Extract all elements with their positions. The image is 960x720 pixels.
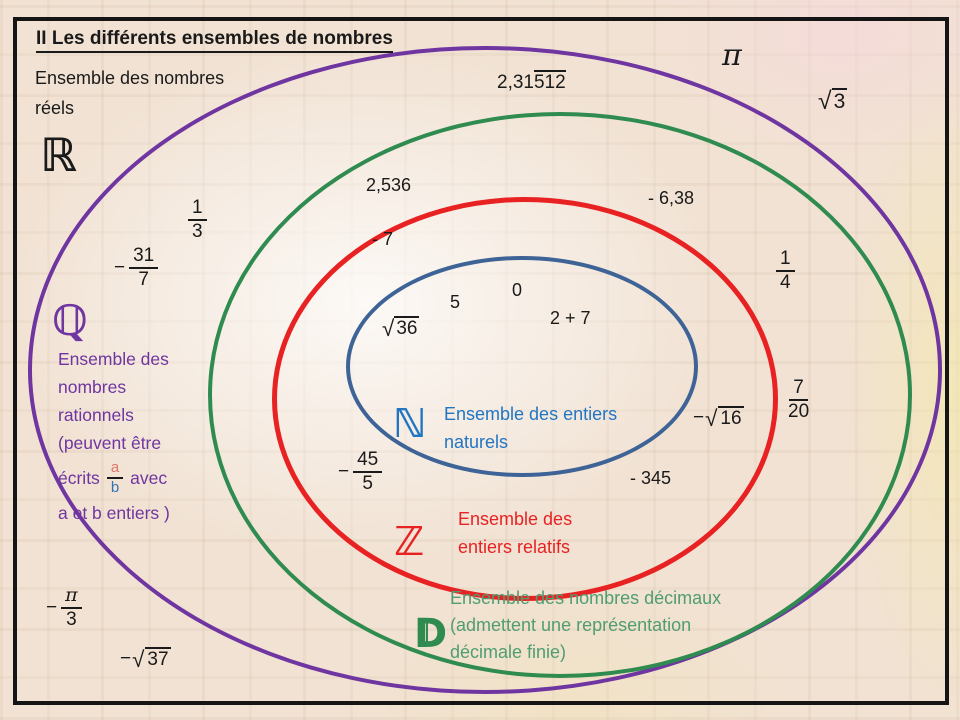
- radical-icon: √: [818, 88, 832, 116]
- f455-num: 45: [353, 450, 383, 473]
- label-decimaux: Ensemble des nombres décimaux (admettent…: [450, 585, 721, 666]
- msqrt16-sign: −: [693, 407, 705, 428]
- symbol-rationnels: ℚ: [52, 296, 88, 345]
- repeating-repetend: 512: [533, 70, 566, 93]
- number-minus-sqrt-16: − √ 16: [693, 406, 744, 430]
- f13-den: 3: [192, 220, 203, 242]
- ellipse-relatifs: [272, 197, 778, 601]
- fraction-45-5: 45 5: [353, 450, 383, 494]
- label-avec: avec: [130, 468, 168, 488]
- number-minus-31-over-7: − 31 7: [114, 246, 159, 290]
- number-0: 0: [512, 280, 523, 300]
- label-ecrits: écrits: [58, 468, 100, 488]
- f455-den: 5: [362, 472, 373, 494]
- fraction-a: a: [106, 460, 124, 479]
- f14-den: 4: [780, 271, 791, 293]
- fraction-7-20: 7 20: [788, 378, 809, 422]
- number-sqrt-36: √ 36: [382, 316, 420, 342]
- number-minus-sqrt-37: − √ 37: [120, 647, 171, 671]
- number-minus-7: - 7: [372, 229, 394, 249]
- number-pi: π: [722, 38, 742, 73]
- number-2536: 2,536: [366, 175, 412, 195]
- label-reels-line2: réels: [35, 98, 75, 118]
- symbol-relatifs: ℤ: [394, 519, 425, 565]
- number-repeating-decimal: 2,31512: [497, 70, 566, 94]
- label-decimaux-line3: décimale finie): [450, 642, 567, 662]
- label-naturels: Ensemble des entiers naturels: [444, 400, 617, 456]
- number-minus-345: - 345: [630, 468, 672, 488]
- number-2-plus-7: 2 + 7: [550, 308, 591, 328]
- page-title: II Les différents ensembles de nombres: [36, 28, 393, 53]
- msqrt37-sign: −: [120, 648, 132, 669]
- f720-num: 7: [789, 378, 808, 401]
- label-rationnels-line4: (peuvent être: [58, 433, 162, 453]
- label-rationnels-line2: nombres: [58, 377, 127, 397]
- number-minus-45-over-5: − 45 5: [338, 450, 383, 494]
- label-rationnels-line3: rationnels: [58, 405, 134, 425]
- mpi3-num: π: [61, 585, 82, 609]
- mpi3-sign: −: [46, 596, 58, 618]
- slide-border: [13, 17, 949, 705]
- symbol-reels: ℝ: [40, 128, 77, 182]
- f14-num: 1: [776, 249, 795, 272]
- page-title-text: II Les différents ensembles de nombres: [36, 28, 393, 53]
- sqrt36-radicand: 36: [394, 316, 420, 339]
- label-decimaux-line2: (admettent une représentation: [450, 615, 692, 635]
- ellipse-reels: [28, 46, 942, 694]
- f317-num: 31: [129, 246, 159, 269]
- ellipse-naturels: [346, 256, 698, 477]
- label-naturels-line2: naturels: [444, 432, 509, 452]
- symbol-decimaux-double-struck: D: [414, 611, 448, 657]
- number-5: 5: [450, 292, 461, 312]
- radical-icon: √: [705, 406, 718, 432]
- f455-sign: −: [338, 460, 350, 482]
- label-reels: Ensemble des nombres réels: [35, 63, 224, 123]
- radical-icon: √: [132, 647, 145, 673]
- msqrt37-radicand: 37: [145, 647, 171, 670]
- f720-den: 20: [788, 400, 810, 422]
- label-rationnels: Ensemble des nombres rationnels (peuvent…: [58, 345, 170, 527]
- number-7-over-20: 7 20: [788, 378, 809, 422]
- label-reels-line1: Ensemble des nombres: [35, 68, 225, 88]
- repeating-prefix: 2,31: [497, 72, 534, 93]
- label-relatifs-line1: Ensemble des: [458, 509, 573, 529]
- label-relatifs: Ensemble des entiers relatifs: [458, 505, 572, 561]
- symbol-naturels: ℕ: [393, 401, 427, 447]
- fraction-b: b: [110, 479, 120, 496]
- mpi3-den: 3: [66, 608, 77, 630]
- label-decimaux-line1: Ensemble des nombres décimaux: [450, 588, 722, 608]
- fraction-31-7: 31 7: [129, 246, 159, 290]
- msqrt16-radicand: 16: [718, 406, 744, 429]
- label-rationnels-line6: a et b entiers ): [58, 503, 170, 523]
- label-naturels-line1: Ensemble des entiers: [444, 404, 618, 424]
- label-rationnels-line1: Ensemble des: [58, 349, 169, 369]
- f13-num: 1: [188, 198, 207, 221]
- number-minus-638: - 6,38: [648, 188, 695, 208]
- number-sqrt-3: √ 3: [818, 88, 848, 116]
- f317-sign: −: [114, 256, 126, 278]
- f317-den: 7: [138, 268, 149, 290]
- ellipse-decimaux: [208, 112, 912, 678]
- radical-icon: √: [382, 316, 395, 342]
- label-relatifs-line2: entiers relatifs: [458, 537, 571, 557]
- sqrt3-radicand: 3: [831, 88, 848, 113]
